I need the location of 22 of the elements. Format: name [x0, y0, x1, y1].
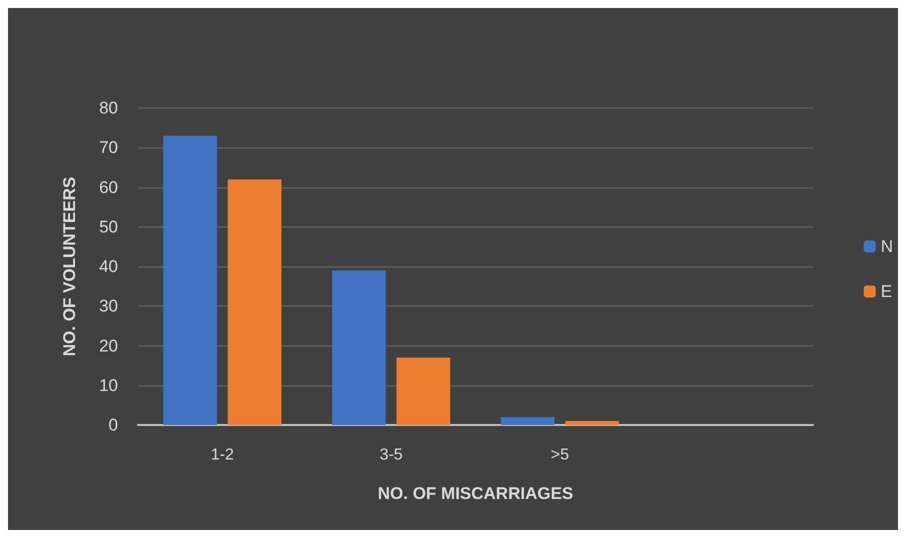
y-tick-label: 40 — [99, 257, 118, 276]
y-tick-label: 70 — [99, 138, 118, 158]
legend-label: E — [880, 282, 892, 301]
y-axis-title: NO. OF VOLUNTEERS — [60, 176, 79, 356]
bar — [500, 417, 555, 425]
y-tick-label: 60 — [99, 178, 118, 197]
y-tick-label: 80 — [99, 98, 118, 118]
bar — [163, 136, 218, 425]
y-tick-label: 50 — [99, 217, 118, 236]
y-tick-label: 20 — [99, 336, 118, 356]
y-tick-label: 30 — [99, 296, 118, 316]
x-axis-title: NO. OF MISCARRIAGES — [378, 484, 574, 503]
y-tick-label: 0 — [108, 416, 118, 434]
x-tick-label: 1-2 — [210, 446, 234, 464]
bar — [228, 179, 282, 425]
x-tick-label: 3-5 — [380, 446, 403, 464]
bar — [396, 358, 450, 425]
bar — [332, 270, 386, 425]
legend-label: N — [880, 237, 894, 256]
bar — [565, 421, 619, 425]
y-tick-label: 10 — [99, 376, 118, 395]
x-tick-label: >5 — [550, 446, 570, 464]
